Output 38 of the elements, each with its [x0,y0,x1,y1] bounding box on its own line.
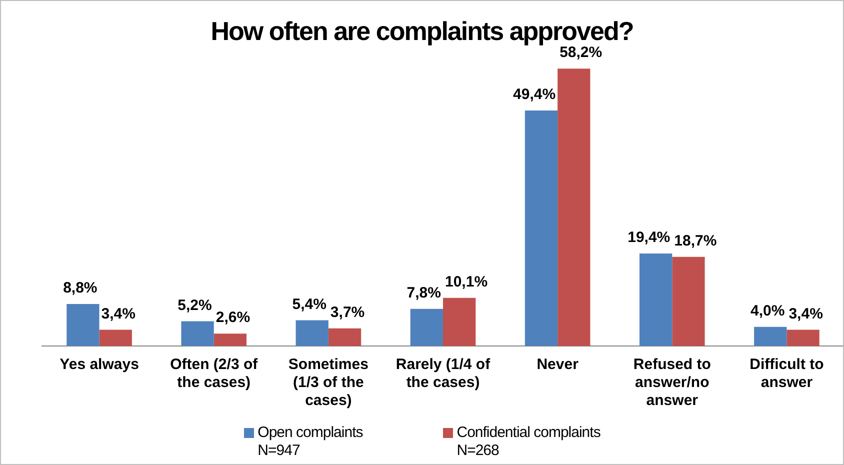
data-label: 18,7% [674,232,717,250]
data-label: 49,4% [513,86,556,104]
x-tick-label: Difficult to answer [750,356,824,392]
legend-label: Confidential complaints N=268 [456,424,600,460]
data-label: 3,7% [330,304,365,322]
bar [672,256,705,346]
x-tick-label: Refused to answer/no answer [633,356,711,410]
chart-title: How often are complaints approved? [210,16,634,46]
bar [66,304,100,346]
x-tick-label: Sometimes (1/3 of the cases) [288,356,368,410]
bar [558,68,590,346]
data-label: 19,4% [628,229,670,246]
data-label: 3,4% [101,305,136,322]
bar [639,254,672,346]
x-tick-label: Rarely (1/4 of the cases) [396,356,492,392]
x-tick-label: Never [536,356,579,374]
data-label: 7,8% [406,284,441,302]
data-label: 5,2% [178,296,212,314]
data-label: 58,2% [560,44,602,62]
x-tick-label: Yes always [60,356,139,374]
bar [99,330,132,346]
bar [328,328,362,346]
data-label: 2,6% [216,309,250,326]
bar [443,298,476,346]
bar [786,330,820,346]
bar [296,320,328,346]
bar [410,308,443,346]
data-label: 5,4% [292,296,326,313]
x-tick-label: Often (2/3 of the cases) [170,356,259,392]
data-label: 4,0% [750,302,785,320]
bar [524,110,558,346]
data-label: 10,1% [445,273,488,290]
bar [181,321,214,346]
legend-label: Open complaints N=947 [258,424,363,460]
data-label: 8,8% [63,280,98,297]
bar [214,334,247,346]
data-label: 3,4% [788,305,823,322]
bar [754,326,787,346]
